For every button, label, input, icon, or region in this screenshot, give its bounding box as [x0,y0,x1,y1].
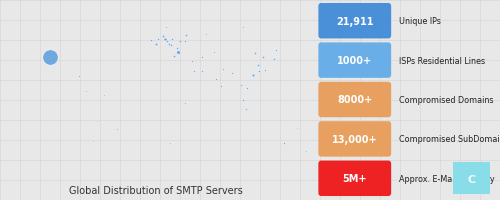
Point [240,99,248,102]
Point [255,70,263,74]
FancyBboxPatch shape [318,82,391,118]
Point [163,40,171,44]
Text: 5M+: 5M+ [342,173,367,183]
Point [236,84,244,87]
Text: Compromised Domains: Compromised Domains [399,96,494,104]
Point [90,140,98,143]
Point [148,39,156,42]
Point [243,87,251,90]
Text: Unique IPs: Unique IPs [399,17,441,26]
Point [280,141,288,144]
Point [74,75,82,78]
Point [272,49,280,52]
Point [93,120,101,123]
Point [154,38,162,41]
FancyBboxPatch shape [318,161,391,196]
Point [168,38,176,41]
Point [220,68,228,71]
Text: Global Distribution of SMTP Servers: Global Distribution of SMTP Servers [70,185,243,195]
Point [176,40,184,44]
Text: C: C [467,175,475,185]
Point [162,26,170,29]
Point [270,58,278,62]
Point [198,56,205,59]
Point [188,60,196,63]
Text: 13,000+: 13,000+ [332,134,378,144]
FancyBboxPatch shape [318,43,391,78]
Point [162,38,170,41]
Point [217,85,225,88]
Text: 8000+: 8000+ [337,95,372,105]
Point [202,33,210,36]
Point [182,102,190,105]
Point [166,44,174,47]
FancyBboxPatch shape [449,159,494,197]
Point [242,108,250,111]
Point [254,64,262,68]
Point [172,48,180,51]
Point [228,72,236,75]
Point [249,74,257,77]
FancyBboxPatch shape [318,4,391,39]
Point [261,69,269,72]
Text: ISPs Residential Lines: ISPs Residential Lines [399,56,486,65]
Point [190,70,198,74]
Point [212,78,220,81]
Point [165,43,173,46]
Point [113,128,121,131]
Point [182,34,190,38]
Point [210,51,218,54]
Text: Compromised SubDomains: Compromised SubDomains [399,135,500,144]
Point [100,94,108,98]
Text: 1000+: 1000+ [337,56,372,66]
Point [46,56,54,59]
Point [174,51,182,54]
Point [82,90,90,93]
Point [166,141,173,144]
Point [152,43,160,46]
Point [302,150,310,153]
Point [182,40,190,44]
Text: Approx. E-Mails Per Day: Approx. E-Mails Per Day [399,174,495,183]
Point [293,127,301,130]
Point [259,56,267,59]
Point [158,36,166,39]
FancyBboxPatch shape [318,122,391,157]
Text: 21,911: 21,911 [336,17,374,27]
Point [170,55,178,58]
Point [250,52,258,56]
Point [198,70,205,74]
Point [240,26,248,29]
